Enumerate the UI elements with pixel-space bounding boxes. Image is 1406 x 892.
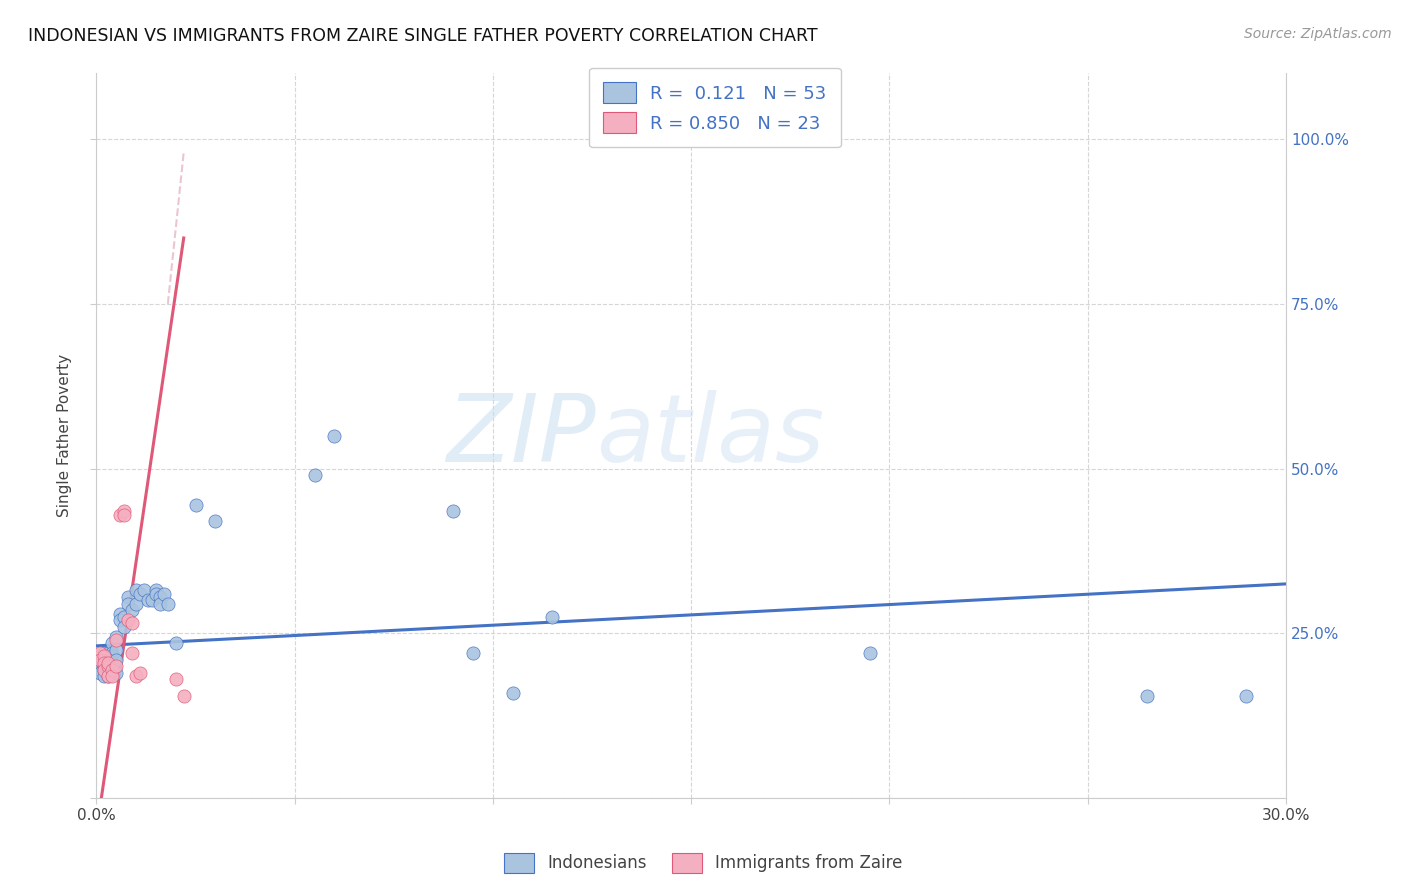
Text: ZIP: ZIP (447, 390, 596, 481)
Point (156, 597, 179, 611)
Point (441, 504, 464, 518)
Point (101, 659, 124, 673)
Point (165, 673, 187, 687)
Point (110, 607, 132, 621)
Point (173, 689, 195, 703)
Point (541, 610, 564, 624)
Point (149, 597, 172, 611)
Point (93, 656, 115, 670)
Point (97, 646, 120, 660)
Point (93, 653, 115, 667)
Point (141, 593, 163, 607)
Point (129, 587, 152, 601)
Point (93, 663, 115, 677)
Point (1136, 689, 1159, 703)
Point (153, 587, 176, 601)
Point (89, 646, 111, 660)
Point (89, 649, 111, 664)
Point (89, 663, 111, 677)
Point (145, 587, 167, 601)
Point (105, 632, 128, 647)
Point (110, 508, 132, 522)
Point (89, 665, 111, 680)
Point (101, 636, 124, 650)
Point (125, 669, 148, 683)
Point (97, 649, 120, 664)
Point (110, 613, 132, 627)
Point (149, 590, 172, 604)
Point (184, 498, 207, 512)
Point (89, 653, 111, 667)
Point (89, 656, 111, 670)
Point (101, 649, 124, 664)
Point (97, 659, 120, 673)
Point (117, 613, 139, 627)
Point (463, 646, 485, 660)
Point (129, 665, 152, 680)
Point (165, 636, 187, 650)
Point (859, 646, 882, 660)
Point (304, 468, 326, 483)
Text: Source: ZipAtlas.com: Source: ZipAtlas.com (1244, 27, 1392, 41)
Point (93, 669, 115, 683)
Point (112, 504, 135, 518)
Text: INDONESIAN VS IMMIGRANTS FROM ZAIRE SINGLE FATHER POVERTY CORRELATION CHART: INDONESIAN VS IMMIGRANTS FROM ZAIRE SING… (28, 27, 818, 45)
Point (1234, 689, 1257, 703)
Point (117, 597, 139, 611)
Point (105, 642, 128, 657)
Point (121, 616, 143, 631)
Point (105, 630, 128, 644)
Point (117, 590, 139, 604)
Legend: Indonesians, Immigrants from Zaire: Indonesians, Immigrants from Zaire (498, 847, 908, 880)
Point (101, 663, 124, 677)
Point (105, 659, 128, 673)
Point (97, 669, 120, 683)
Point (101, 669, 124, 683)
Point (97, 669, 120, 683)
Y-axis label: Single Father Poverty: Single Father Poverty (58, 354, 72, 517)
Point (89, 653, 111, 667)
Point (132, 583, 155, 598)
Point (93, 646, 115, 660)
Point (93, 659, 115, 673)
Point (112, 508, 135, 522)
Point (97, 659, 120, 673)
Point (121, 646, 143, 660)
Point (112, 610, 135, 624)
Text: atlas: atlas (596, 390, 824, 481)
Point (204, 514, 226, 528)
Point (93, 663, 115, 677)
Point (105, 653, 128, 667)
Point (97, 656, 120, 670)
Point (93, 649, 115, 664)
Point (121, 603, 143, 617)
Legend: R =  0.121   N = 53, R = 0.850   N = 23: R = 0.121 N = 53, R = 0.850 N = 23 (589, 68, 841, 147)
Point (105, 665, 128, 680)
Point (125, 583, 148, 598)
Point (145, 583, 167, 598)
Point (97, 665, 120, 680)
Point (136, 593, 159, 607)
Point (112, 620, 135, 634)
Point (502, 685, 524, 699)
Point (323, 428, 346, 442)
Point (125, 597, 148, 611)
Point (101, 646, 124, 660)
